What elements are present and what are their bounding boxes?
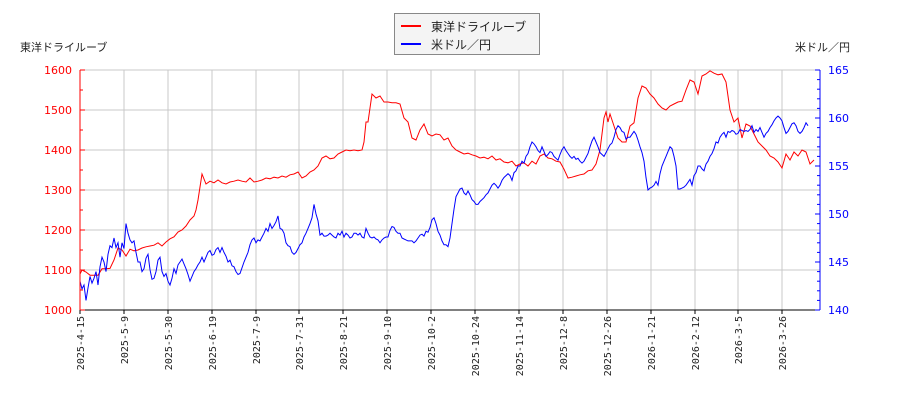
- legend-label: 米ドル／円: [431, 37, 492, 52]
- x-tick-label: 2025-4-15: [76, 316, 87, 370]
- x-tick-label: 2025-10-24: [471, 316, 482, 376]
- right-tick-label: 150: [828, 208, 849, 221]
- right-tick-label: 145: [828, 256, 849, 269]
- x-tick-label: 2026-1-21: [647, 316, 658, 370]
- x-tick-label: 2025-7-9: [252, 316, 263, 364]
- right-tick-label: 160: [828, 112, 849, 125]
- left-tick-label: 1000: [44, 304, 72, 317]
- legend-item-usd-jpy: 米ドル／円: [401, 35, 491, 53]
- series-lines: [79, 70, 815, 301]
- left-axis-title: 東洋ドライルーブ: [20, 41, 108, 54]
- right-tick-label: 140: [828, 304, 849, 317]
- series-line: [79, 70, 815, 276]
- legend: 東洋ドライルーブ 米ドル／円: [394, 13, 540, 55]
- tick-labels: 1000 1100 1200 1300 1400 1500 1600 140 145 150 155…: [44, 64, 849, 376]
- legend-swatch-red: [401, 25, 421, 27]
- right-tick-label: 165: [828, 64, 849, 77]
- x-tick-label: 2026-3-26: [778, 316, 789, 370]
- right-axis-title: 米ドル／円: [795, 41, 850, 54]
- x-tick-label: 2025-12-26: [603, 316, 614, 376]
- x-tick-label: 2025-10-2: [427, 316, 438, 370]
- x-tick-label: 2026-2-12: [691, 316, 702, 370]
- left-tick-label: 1200: [44, 224, 72, 237]
- x-tick-label: 2025-8-21: [339, 316, 350, 370]
- x-tick-label: 2025-11-14: [515, 316, 526, 376]
- x-tick-label: 2025-6-19: [208, 316, 219, 370]
- x-tick-label: 2025-5-30: [164, 316, 175, 370]
- legend-item-toyo-dry-lube: 東洋ドライルーブ: [401, 17, 526, 35]
- legend-label: 東洋ドライルーブ: [431, 19, 527, 34]
- x-tick-label: 2025-7-31: [295, 316, 306, 370]
- axes: [79, 69, 821, 314]
- x-tick-label: 2025-9-10: [383, 316, 394, 370]
- x-tick-label: 2025-5-9: [120, 316, 131, 364]
- right-tick-label: 155: [828, 160, 849, 173]
- left-tick-label: 1300: [44, 184, 72, 197]
- grid-lines: [80, 69, 820, 310]
- left-tick-label: 1400: [44, 144, 72, 157]
- left-tick-label: 1600: [44, 64, 72, 77]
- left-tick-label: 1100: [44, 264, 72, 277]
- legend-swatch-blue: [401, 43, 421, 45]
- series-line: [79, 115, 809, 301]
- x-tick-label: 2025-12-8: [559, 316, 570, 370]
- left-tick-label: 1500: [44, 104, 72, 117]
- x-tick-label: 2026-3-5: [734, 316, 745, 364]
